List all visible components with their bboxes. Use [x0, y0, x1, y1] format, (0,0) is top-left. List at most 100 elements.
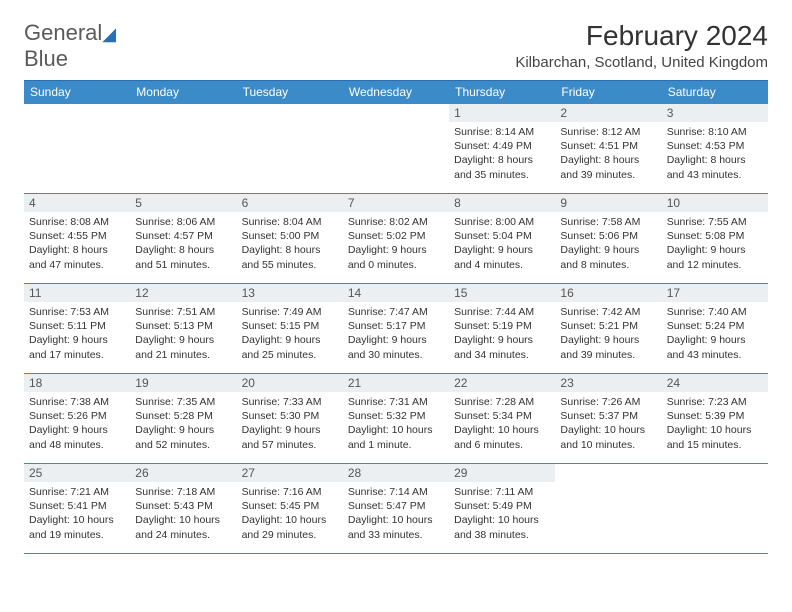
- day-number: 20: [237, 374, 343, 392]
- day-info: Sunrise: 7:40 AMSunset: 5:24 PMDaylight:…: [662, 302, 768, 366]
- calendar-day-cell: 5Sunrise: 8:06 AMSunset: 4:57 PMDaylight…: [130, 194, 236, 284]
- day-number: 22: [449, 374, 555, 392]
- day-info: Sunrise: 7:23 AMSunset: 5:39 PMDaylight:…: [662, 392, 768, 456]
- calendar-day-cell: 28Sunrise: 7:14 AMSunset: 5:47 PMDayligh…: [343, 464, 449, 554]
- day-info: Sunrise: 7:44 AMSunset: 5:19 PMDaylight:…: [449, 302, 555, 366]
- day-number: 14: [343, 284, 449, 302]
- day-info: Sunrise: 8:00 AMSunset: 5:04 PMDaylight:…: [449, 212, 555, 276]
- calendar-day-cell: 2Sunrise: 8:12 AMSunset: 4:51 PMDaylight…: [555, 104, 661, 194]
- day-number: 17: [662, 284, 768, 302]
- calendar-day-cell: 21Sunrise: 7:31 AMSunset: 5:32 PMDayligh…: [343, 374, 449, 464]
- calendar-day-cell: 12Sunrise: 7:51 AMSunset: 5:13 PMDayligh…: [130, 284, 236, 374]
- calendar-table: SundayMondayTuesdayWednesdayThursdayFrid…: [24, 80, 768, 554]
- brand-logo: General◢ Blue: [24, 20, 116, 72]
- day-number: 24: [662, 374, 768, 392]
- calendar-day-cell: 16Sunrise: 7:42 AMSunset: 5:21 PMDayligh…: [555, 284, 661, 374]
- calendar-day-cell: [662, 464, 768, 554]
- day-number: 8: [449, 194, 555, 212]
- day-number: 5: [130, 194, 236, 212]
- day-number: 28: [343, 464, 449, 482]
- day-number: 16: [555, 284, 661, 302]
- day-info: Sunrise: 7:16 AMSunset: 5:45 PMDaylight:…: [237, 482, 343, 546]
- day-info: Sunrise: 7:33 AMSunset: 5:30 PMDaylight:…: [237, 392, 343, 456]
- day-number: 26: [130, 464, 236, 482]
- location: Kilbarchan, Scotland, United Kingdom: [515, 54, 768, 71]
- day-info: Sunrise: 7:26 AMSunset: 5:37 PMDaylight:…: [555, 392, 661, 456]
- day-info: Sunrise: 8:06 AMSunset: 4:57 PMDaylight:…: [130, 212, 236, 276]
- brand-name-b: Blue: [24, 46, 68, 71]
- day-number: 25: [24, 464, 130, 482]
- calendar-day-cell: [24, 104, 130, 194]
- calendar-day-cell: [237, 104, 343, 194]
- calendar-day-cell: 6Sunrise: 8:04 AMSunset: 5:00 PMDaylight…: [237, 194, 343, 284]
- calendar-day-cell: 13Sunrise: 7:49 AMSunset: 5:15 PMDayligh…: [237, 284, 343, 374]
- day-info: Sunrise: 8:04 AMSunset: 5:00 PMDaylight:…: [237, 212, 343, 276]
- calendar-day-cell: 17Sunrise: 7:40 AMSunset: 5:24 PMDayligh…: [662, 284, 768, 374]
- day-info: Sunrise: 7:47 AMSunset: 5:17 PMDaylight:…: [343, 302, 449, 366]
- header: General◢ Blue February 2024 Kilbarchan, …: [24, 20, 768, 72]
- day-number: 12: [130, 284, 236, 302]
- calendar-day-cell: 8Sunrise: 8:00 AMSunset: 5:04 PMDaylight…: [449, 194, 555, 284]
- calendar-week-row: 1Sunrise: 8:14 AMSunset: 4:49 PMDaylight…: [24, 104, 768, 194]
- day-number: 9: [555, 194, 661, 212]
- calendar-day-cell: [343, 104, 449, 194]
- day-header: Tuesday: [237, 81, 343, 104]
- calendar-day-cell: [555, 464, 661, 554]
- day-number: 23: [555, 374, 661, 392]
- brand-triangle-icon: ◢: [102, 24, 116, 44]
- day-info: Sunrise: 7:21 AMSunset: 5:41 PMDaylight:…: [24, 482, 130, 546]
- calendar-day-cell: 25Sunrise: 7:21 AMSunset: 5:41 PMDayligh…: [24, 464, 130, 554]
- day-number: 1: [449, 104, 555, 122]
- calendar-day-cell: 26Sunrise: 7:18 AMSunset: 5:43 PMDayligh…: [130, 464, 236, 554]
- day-header: Wednesday: [343, 81, 449, 104]
- calendar-day-cell: 14Sunrise: 7:47 AMSunset: 5:17 PMDayligh…: [343, 284, 449, 374]
- brand-name-a: General: [24, 20, 102, 45]
- calendar-day-cell: 23Sunrise: 7:26 AMSunset: 5:37 PMDayligh…: [555, 374, 661, 464]
- calendar-day-cell: 1Sunrise: 8:14 AMSunset: 4:49 PMDaylight…: [449, 104, 555, 194]
- calendar-week-row: 18Sunrise: 7:38 AMSunset: 5:26 PMDayligh…: [24, 374, 768, 464]
- day-info: Sunrise: 8:02 AMSunset: 5:02 PMDaylight:…: [343, 212, 449, 276]
- day-info: Sunrise: 7:18 AMSunset: 5:43 PMDaylight:…: [130, 482, 236, 546]
- day-info: Sunrise: 8:08 AMSunset: 4:55 PMDaylight:…: [24, 212, 130, 276]
- calendar-day-cell: 3Sunrise: 8:10 AMSunset: 4:53 PMDaylight…: [662, 104, 768, 194]
- calendar-day-cell: 11Sunrise: 7:53 AMSunset: 5:11 PMDayligh…: [24, 284, 130, 374]
- calendar-week-row: 4Sunrise: 8:08 AMSunset: 4:55 PMDaylight…: [24, 194, 768, 284]
- calendar-day-cell: 9Sunrise: 7:58 AMSunset: 5:06 PMDaylight…: [555, 194, 661, 284]
- calendar-day-cell: 20Sunrise: 7:33 AMSunset: 5:30 PMDayligh…: [237, 374, 343, 464]
- day-header: Sunday: [24, 81, 130, 104]
- day-info: Sunrise: 8:12 AMSunset: 4:51 PMDaylight:…: [555, 122, 661, 186]
- title-block: February 2024 Kilbarchan, Scotland, Unit…: [515, 20, 768, 71]
- day-header: Monday: [130, 81, 236, 104]
- day-number: 2: [555, 104, 661, 122]
- day-info: Sunrise: 8:10 AMSunset: 4:53 PMDaylight:…: [662, 122, 768, 186]
- day-info: Sunrise: 7:49 AMSunset: 5:15 PMDaylight:…: [237, 302, 343, 366]
- calendar-day-cell: 7Sunrise: 8:02 AMSunset: 5:02 PMDaylight…: [343, 194, 449, 284]
- calendar-day-cell: [130, 104, 236, 194]
- calendar-day-cell: 10Sunrise: 7:55 AMSunset: 5:08 PMDayligh…: [662, 194, 768, 284]
- day-number: 10: [662, 194, 768, 212]
- day-info: Sunrise: 7:11 AMSunset: 5:49 PMDaylight:…: [449, 482, 555, 546]
- calendar-week-row: 25Sunrise: 7:21 AMSunset: 5:41 PMDayligh…: [24, 464, 768, 554]
- day-info: Sunrise: 7:35 AMSunset: 5:28 PMDaylight:…: [130, 392, 236, 456]
- calendar-day-cell: 22Sunrise: 7:28 AMSunset: 5:34 PMDayligh…: [449, 374, 555, 464]
- calendar-body: 1Sunrise: 8:14 AMSunset: 4:49 PMDaylight…: [24, 104, 768, 554]
- day-number: 29: [449, 464, 555, 482]
- day-number: 27: [237, 464, 343, 482]
- calendar-day-cell: 19Sunrise: 7:35 AMSunset: 5:28 PMDayligh…: [130, 374, 236, 464]
- day-info: Sunrise: 7:51 AMSunset: 5:13 PMDaylight:…: [130, 302, 236, 366]
- day-header: Friday: [555, 81, 661, 104]
- calendar-header-row: SundayMondayTuesdayWednesdayThursdayFrid…: [24, 81, 768, 104]
- day-number: 21: [343, 374, 449, 392]
- day-number: 11: [24, 284, 130, 302]
- day-info: Sunrise: 8:14 AMSunset: 4:49 PMDaylight:…: [449, 122, 555, 186]
- day-number: 3: [662, 104, 768, 122]
- calendar-day-cell: 18Sunrise: 7:38 AMSunset: 5:26 PMDayligh…: [24, 374, 130, 464]
- day-number: 13: [237, 284, 343, 302]
- calendar-day-cell: 27Sunrise: 7:16 AMSunset: 5:45 PMDayligh…: [237, 464, 343, 554]
- calendar-week-row: 11Sunrise: 7:53 AMSunset: 5:11 PMDayligh…: [24, 284, 768, 374]
- day-number: 6: [237, 194, 343, 212]
- day-number: 18: [24, 374, 130, 392]
- day-number: 4: [24, 194, 130, 212]
- day-info: Sunrise: 7:14 AMSunset: 5:47 PMDaylight:…: [343, 482, 449, 546]
- day-info: Sunrise: 7:31 AMSunset: 5:32 PMDaylight:…: [343, 392, 449, 456]
